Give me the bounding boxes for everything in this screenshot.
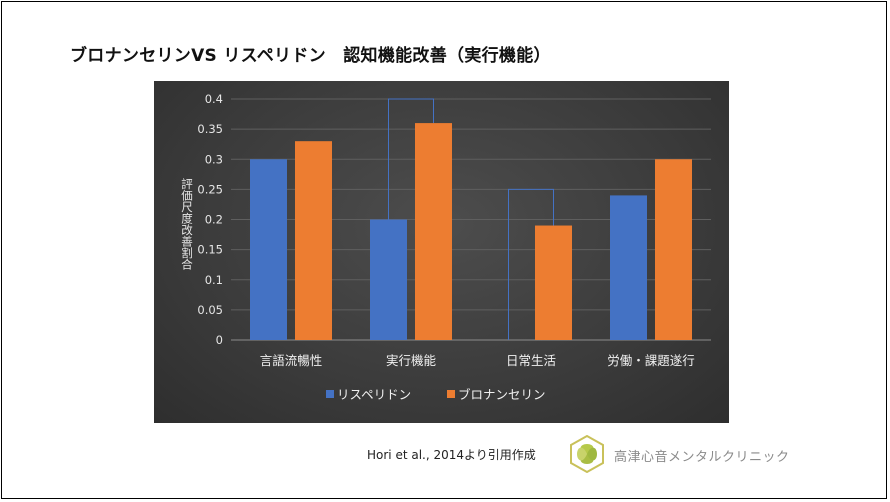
x-tick-label: 労働・課題遂行 — [607, 353, 695, 368]
slide-title: ブロナンセリンVS リスペリドン 認知機能改善（実行機能） — [70, 46, 551, 66]
y-tick-label: 0 — [216, 333, 223, 347]
x-tick-label: 実行機能 — [386, 353, 437, 368]
y-tick-label: 0.2 — [205, 213, 223, 227]
y-tick-label: 0.35 — [197, 122, 223, 136]
bar-risperidone — [250, 159, 287, 340]
x-tick-label: 日常生活 — [506, 353, 556, 368]
y-axis-label: 評価尺度改善割合 — [180, 178, 194, 270]
bar-risperidone — [610, 195, 647, 340]
bar-risperidone — [370, 219, 407, 340]
chart-panel: 0 0.05 0.1 0.15 0.2 0.25 0.3 0.35 0.4 言語流暢性 実行機能 日常… — [154, 81, 729, 423]
legend-swatch — [447, 390, 455, 398]
y-tick-label: 0.25 — [197, 182, 223, 196]
y-tick-label: 0.4 — [205, 92, 223, 106]
legend-swatch — [326, 390, 334, 398]
y-tick-label: 0.1 — [205, 273, 223, 287]
bar-blonanserin — [655, 159, 692, 340]
clinic-name: 高津心音メンタルクリニック — [614, 450, 790, 465]
bar-chart: 0 0.05 0.1 0.15 0.2 0.25 0.3 0.35 0.4 言語流暢性 実行機能 日常… — [197, 92, 711, 402]
bar-blonanserin — [295, 141, 332, 340]
x-tick-label: 言語流暢性 — [260, 353, 323, 368]
y-tick-label: 0.15 — [197, 243, 223, 257]
bar-blonanserin — [415, 123, 452, 340]
significance-bracket — [388, 98, 434, 220]
y-tick-label: 0.05 — [197, 303, 223, 317]
bar-blonanserin — [535, 225, 572, 340]
legend-label: ブロナンセリン — [458, 387, 546, 402]
legend-label: リスペリドン — [337, 387, 411, 402]
y-tick-label: 0.3 — [205, 152, 223, 166]
citation-text: Hori et al., 2014より引用作成 — [367, 448, 536, 462]
clinic-leaf-logo-icon — [570, 435, 604, 473]
significance-bracket — [508, 188, 554, 340]
